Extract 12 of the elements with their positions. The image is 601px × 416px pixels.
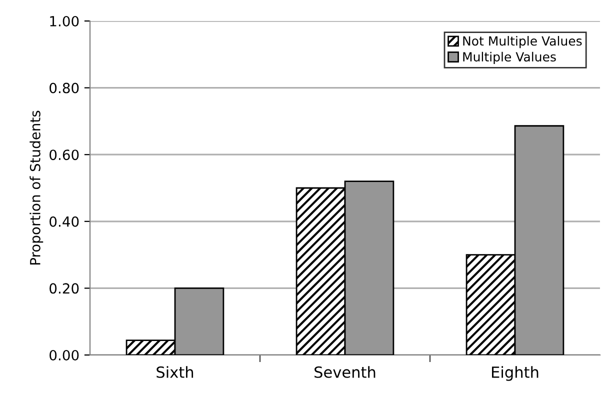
y-tick-label: 0.40 [50,216,79,227]
y-tick-label: 0.00 [50,350,79,360]
y-tick-label: 0.60 [50,150,79,160]
y-axis-title: Proportion of Students [30,110,44,265]
x-tick-label: Sixth [156,366,194,378]
y-tick-label: 0.20 [50,283,79,294]
legend-label: Multiple Values [463,52,556,64]
x-tick-label: Seventh [314,366,376,378]
legend-label: Not Multiple Values [463,36,582,48]
x-tick-label: Eighth [492,366,538,381]
y-tick-label: 1.00 [50,16,79,26]
y-tick-label: 0.80 [50,82,79,94]
